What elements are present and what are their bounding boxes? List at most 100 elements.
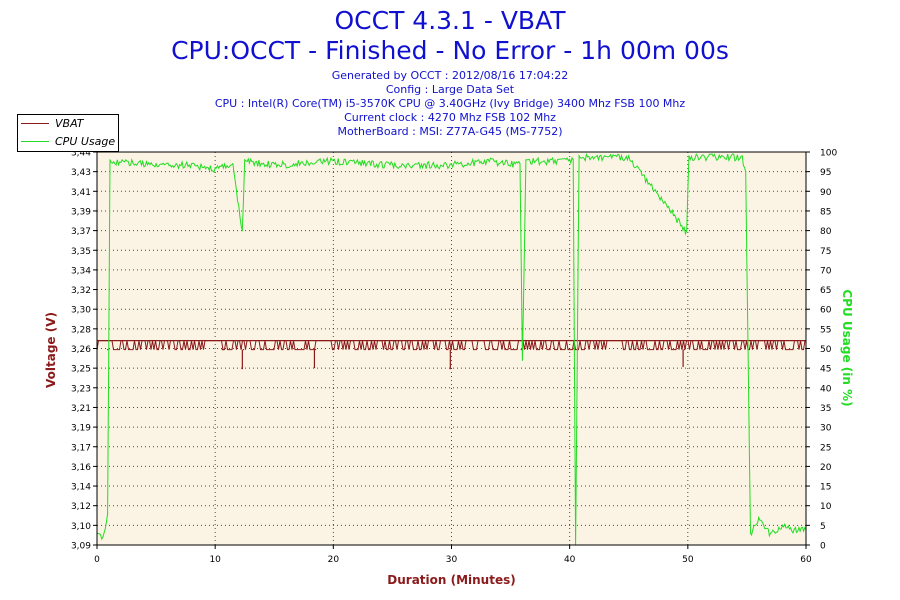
- cpu-point: [686, 230, 688, 232]
- y-right-tick-label: 85: [820, 207, 831, 217]
- y-left-tick-label: 3,21: [71, 404, 91, 414]
- y-right-tick-label: 5: [820, 522, 826, 532]
- cpu-point: [109, 159, 111, 161]
- cpu-point: [273, 163, 275, 165]
- y-right-tick-label: 10: [820, 502, 832, 512]
- y-left-tick-label: 3,44: [71, 149, 91, 159]
- y-left-tick-label: 3,34: [71, 266, 91, 276]
- legend-label-cpu: CPU Usage: [55, 135, 116, 148]
- legend-item-vbat: VBAT: [18, 115, 118, 133]
- y-right-tick-label: 70: [820, 266, 832, 276]
- cpu-point: [155, 163, 157, 165]
- cpu-point: [769, 532, 772, 534]
- cpu-point: [232, 163, 234, 165]
- info-generated: Generated by OCCT : 2012/08/16 17:04:22: [331, 69, 569, 82]
- y-left-tick-label: 3,30: [71, 306, 91, 316]
- legend-label-vbat: VBAT: [55, 117, 84, 130]
- x-tick-label: 40: [564, 555, 576, 565]
- legend-swatch-vbat: [21, 123, 49, 124]
- y-right-tick-label: 35: [820, 404, 831, 414]
- y-left-tick-label: 3,16: [71, 463, 91, 473]
- y-left-tick-label: 3,12: [71, 502, 91, 512]
- cpu-point: [741, 155, 743, 157]
- y-right-tick-label: 25: [820, 443, 831, 453]
- vbat-point: [222, 349, 225, 351]
- x-tick-label: 60: [800, 555, 812, 565]
- y-right-tick-label: 30: [820, 424, 832, 434]
- vbat-point: [313, 366, 316, 369]
- cpu-point: [781, 524, 783, 526]
- y-left-tick-label: 3,39: [71, 207, 91, 217]
- cpu-point: [688, 155, 690, 157]
- y-left-tick-label: 3,35: [71, 247, 91, 257]
- vbat-point: [683, 349, 685, 351]
- y-right-tick-label: 100: [820, 149, 837, 159]
- y-left-tick-label: 3,14: [71, 483, 91, 493]
- legend-swatch-cpu: [21, 141, 49, 142]
- y-right-tick-label: 40: [820, 384, 832, 394]
- info-cpu: CPU : Intel(R) Core(TM) i5-3570K CPU @ 3…: [214, 97, 686, 110]
- cpu-point: [525, 159, 527, 161]
- vbat-point: [450, 349, 453, 351]
- info-motherboard: MotherBoard : MSI: Z77A-G45 (MS-7752): [337, 125, 563, 138]
- y-right-tick-label: 50: [820, 345, 832, 355]
- plot-frame: [96, 151, 807, 546]
- y-left-tick-label: 3,43: [71, 168, 91, 178]
- vbat-point: [221, 349, 223, 351]
- x-tick-label: 30: [446, 555, 458, 565]
- vbat-point: [682, 365, 684, 368]
- y-right-tick-label: 45: [820, 365, 831, 375]
- y-right-tick-label: 55: [820, 325, 831, 335]
- cpu-point: [102, 536, 104, 538]
- cpu-point: [214, 167, 216, 169]
- cpu-point: [450, 163, 453, 165]
- cpu-point: [190, 163, 193, 165]
- y-right-axis-label: CPU Usage (in %): [840, 289, 854, 406]
- cpu-point: [578, 155, 580, 157]
- cpu-point: [332, 159, 334, 161]
- legend-item-cpu: CPU Usage: [18, 133, 118, 151]
- cpu-point: [391, 163, 394, 165]
- cpu-point: [572, 159, 574, 161]
- vbat-point: [107, 349, 109, 351]
- y-left-tick-label: 3,32: [71, 286, 91, 296]
- y-left-tick-label: 3,41: [71, 188, 91, 198]
- info-clock: Current clock : 4270 Mhz FSB 102 Mhz: [344, 111, 556, 124]
- vbat-point: [241, 368, 243, 370]
- cpu-point: [749, 532, 752, 534]
- vbat-point: [242, 349, 245, 351]
- y-right-tick-label: 15: [820, 483, 831, 493]
- x-axis-label: Duration (Minutes): [387, 573, 515, 587]
- x-tick-label: 10: [209, 555, 221, 565]
- y-right-tick-label: 75: [820, 247, 831, 257]
- cpu-point: [241, 230, 243, 232]
- legend: VBAT CPU Usage: [17, 114, 119, 152]
- y-right-tick-label: 60: [820, 306, 832, 316]
- y-right-tick-label: 20: [820, 463, 832, 473]
- cpu-point: [486, 159, 488, 161]
- y-left-tick-label: 3,28: [71, 325, 91, 335]
- vbat-point: [574, 349, 577, 351]
- cpu-point: [244, 159, 246, 161]
- y-left-tick-label: 3,10: [71, 522, 91, 532]
- y-left-tick-label: 3,26: [71, 345, 91, 355]
- info-config: Config : Large Data Set: [385, 83, 515, 96]
- y-left-tick-label: 3,25: [71, 365, 91, 375]
- cpu-point: [628, 155, 630, 157]
- cpu-point: [793, 528, 795, 530]
- cpu-point: [745, 171, 747, 173]
- x-tick-label: 20: [328, 555, 340, 565]
- y-right-tick-label: 0: [820, 542, 826, 552]
- y-left-tick-label: 3,09: [71, 542, 91, 552]
- y-left-tick-label: 3,37: [71, 227, 91, 237]
- cpu-point: [107, 512, 109, 515]
- cpu-point: [521, 359, 524, 361]
- y-right-tick-label: 90: [820, 188, 832, 198]
- vbat-point: [315, 349, 317, 351]
- y-left-tick-label: 3,23: [71, 384, 91, 394]
- vbat-point: [449, 368, 451, 370]
- chart-subtitle: CPU:OCCT - Finished - No Error - 1h 00m …: [171, 36, 729, 65]
- vbat-point: [520, 349, 522, 351]
- y-left-tick-label: 3,19: [71, 424, 91, 434]
